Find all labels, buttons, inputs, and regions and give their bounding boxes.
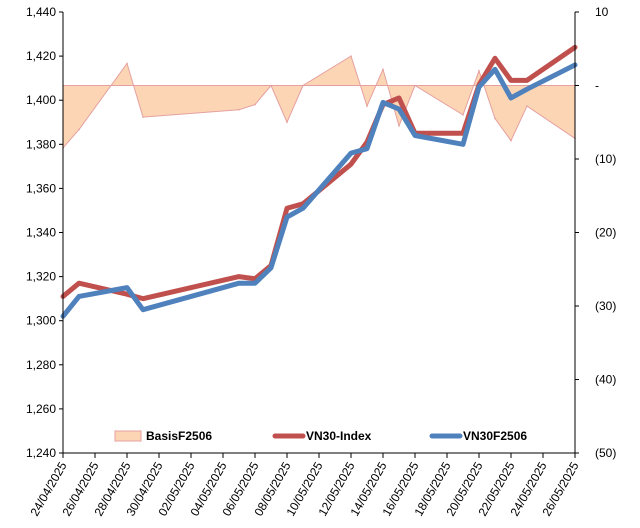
series-point-vn30-index: [526, 79, 528, 82]
series-point-vn30f2506: [238, 282, 240, 285]
basis-point: [270, 84, 272, 87]
basis-point: [526, 105, 528, 107]
y-right-tick-label: (10): [595, 152, 616, 166]
basis-point: [398, 125, 400, 127]
basis-point: [494, 117, 496, 120]
series-point-vn30f2506: [350, 152, 352, 154]
basis-point: [478, 70, 480, 72]
y-left-tick-label: 1,240: [26, 446, 56, 460]
y-left-tick-label: 1,420: [26, 49, 56, 63]
y-right-tick-label: (50): [595, 446, 616, 460]
series-point-vn30-index: [286, 207, 288, 210]
series-point-vn30f2506: [526, 88, 528, 90]
series-point-vn30-index: [78, 282, 80, 285]
y-right-tick-label: (20): [595, 226, 616, 240]
series-point-vn30-index: [494, 57, 496, 60]
y-left-tick-label: 1,300: [26, 314, 56, 328]
legend-label-vn30f2506: VN30F2506: [463, 429, 527, 443]
series-point-vn30-index: [142, 297, 144, 300]
y-right-tick-label: -: [595, 79, 599, 93]
series-point-vn30f2506: [78, 295, 80, 298]
series-point-vn30f2506: [494, 68, 496, 71]
series-point-vn30f2506: [286, 216, 288, 218]
y-right-tick-label: (30): [595, 299, 616, 313]
basis-point: [510, 139, 512, 142]
series-point-vn30f2506: [478, 86, 480, 88]
legend-swatch-basisf2506: [114, 430, 142, 442]
series-point-vn30-index: [510, 79, 512, 82]
basis-point: [414, 84, 416, 87]
y-left-tick-label: 1,360: [26, 181, 56, 195]
basis-point: [462, 114, 464, 116]
y-left-tick-label: 1,320: [26, 270, 56, 284]
basis-point: [350, 55, 352, 57]
series-line-vn30f2506: [60, 62, 578, 319]
series-point-vn30f2506: [142, 308, 144, 311]
y-right-tick-label: 10: [595, 5, 609, 19]
y-left-tick-label: 1,380: [26, 137, 56, 151]
legend-label-basisf2506: BasisF2506: [146, 429, 212, 443]
legend: BasisF2506 VN30-Index VN30F2506: [114, 429, 527, 443]
basis-point: [286, 121, 288, 124]
series-point-vn30-index: [350, 163, 352, 165]
legend-label-vn30-index: VN30-Index: [306, 429, 372, 443]
basis-point: [366, 105, 368, 107]
series-point-vn30-index: [238, 275, 240, 278]
y-left-tick-label: 1,260: [26, 402, 56, 416]
basis-point: [126, 62, 128, 65]
y-left-tick-label: 1,280: [26, 358, 56, 372]
y-right-tick-label: (40): [595, 373, 616, 387]
y-left-tick-label: 1,400: [26, 93, 56, 107]
series-point-vn30f2506: [366, 147, 368, 150]
series-point-vn30f2506: [126, 286, 128, 289]
series-point-vn30f2506: [510, 97, 512, 99]
series-point-vn30-index: [398, 97, 400, 99]
series-point-vn30f2506: [270, 266, 272, 269]
series-point-vn30f2506: [414, 134, 416, 137]
series-point-vn30f2506: [302, 207, 304, 210]
y-left-tick-label: 1,440: [26, 5, 56, 19]
series-point-vn30f2506: [254, 282, 256, 285]
basis-point: [78, 128, 80, 131]
basis-point: [254, 103, 256, 106]
basis-point: [302, 84, 304, 87]
series-point-vn30-index: [126, 293, 128, 296]
series-point-vn30f2506: [462, 143, 464, 146]
series-point-vn30-index: [254, 278, 256, 280]
basis-point: [142, 116, 144, 118]
series-point-vn30f2506: [382, 101, 384, 104]
basis-point: [382, 68, 384, 71]
y-left-tick-label: 1,340: [26, 226, 56, 240]
series-point-vn30f2506: [398, 108, 400, 110]
basis-point: [238, 108, 240, 111]
